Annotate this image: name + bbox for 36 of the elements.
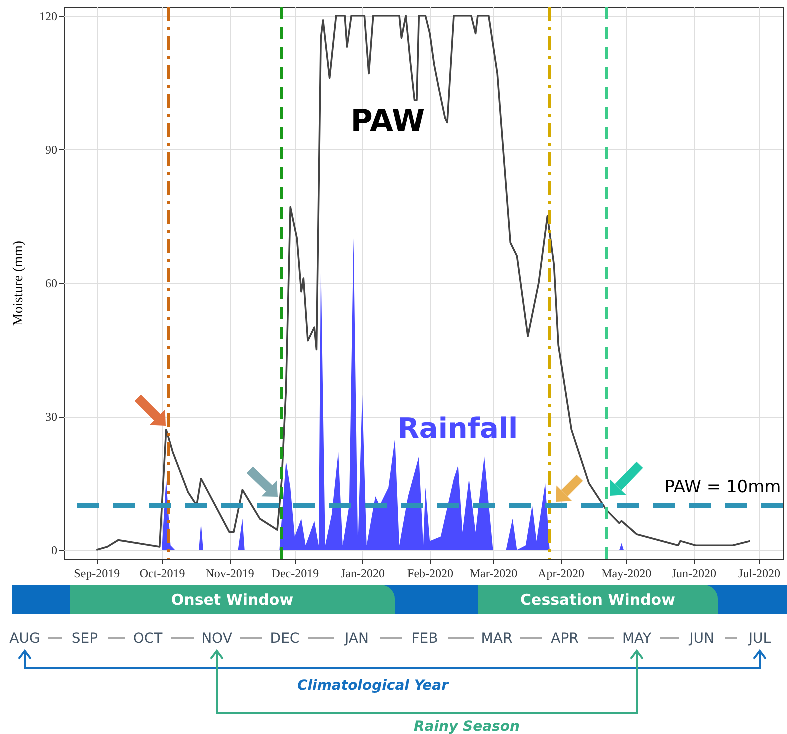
- text: SEP: [72, 631, 98, 647]
- text: OCT: [133, 631, 164, 647]
- text: FEB: [412, 631, 438, 647]
- x-tick-label: Jul-2020: [738, 566, 781, 580]
- ref-line-label: PAW = 10mm: [664, 478, 782, 498]
- text: DEC: [270, 631, 300, 647]
- x-tick-label: Jun-2020: [672, 566, 717, 580]
- text: JAN: [344, 631, 369, 647]
- y-axis-title: Moisture (mm): [12, 240, 26, 326]
- x-tick-label: Oct-2019: [140, 566, 186, 580]
- text: NOV: [202, 631, 233, 647]
- text: JUL: [748, 631, 772, 647]
- x-tick-label: Nov-2019: [206, 566, 254, 580]
- series-label: Rainfall: [398, 412, 518, 445]
- x-tick-label: Apr-2020: [538, 566, 584, 580]
- x-tick-label: Feb-2020: [408, 566, 454, 580]
- text: Onset Window: [171, 591, 294, 609]
- y-tick-label: 30: [46, 410, 58, 424]
- text: AUG: [10, 631, 40, 647]
- series-label: PAW: [350, 104, 426, 139]
- text: Rainy Season: [414, 719, 520, 734]
- x-tick-label: Dec-2019: [272, 566, 320, 580]
- x-tick-label: Mar-2020: [470, 566, 518, 580]
- y-tick-label: 0: [52, 544, 58, 558]
- x-tick-label: Jan-2020: [340, 566, 385, 580]
- y-tick-label: 120: [40, 9, 58, 24]
- y-tick-label: 60: [46, 276, 58, 290]
- text: APR: [551, 631, 580, 647]
- text: MAR: [481, 631, 513, 647]
- text: Cessation Window: [520, 591, 676, 609]
- x-tick-label: Sep-2019: [74, 566, 120, 580]
- text: Climatological Year: [297, 678, 450, 694]
- x-tick-label: May-2020: [602, 566, 652, 580]
- y-tick-label: 90: [46, 142, 58, 157]
- text: MAY: [622, 631, 652, 647]
- text: JUN: [688, 631, 714, 647]
